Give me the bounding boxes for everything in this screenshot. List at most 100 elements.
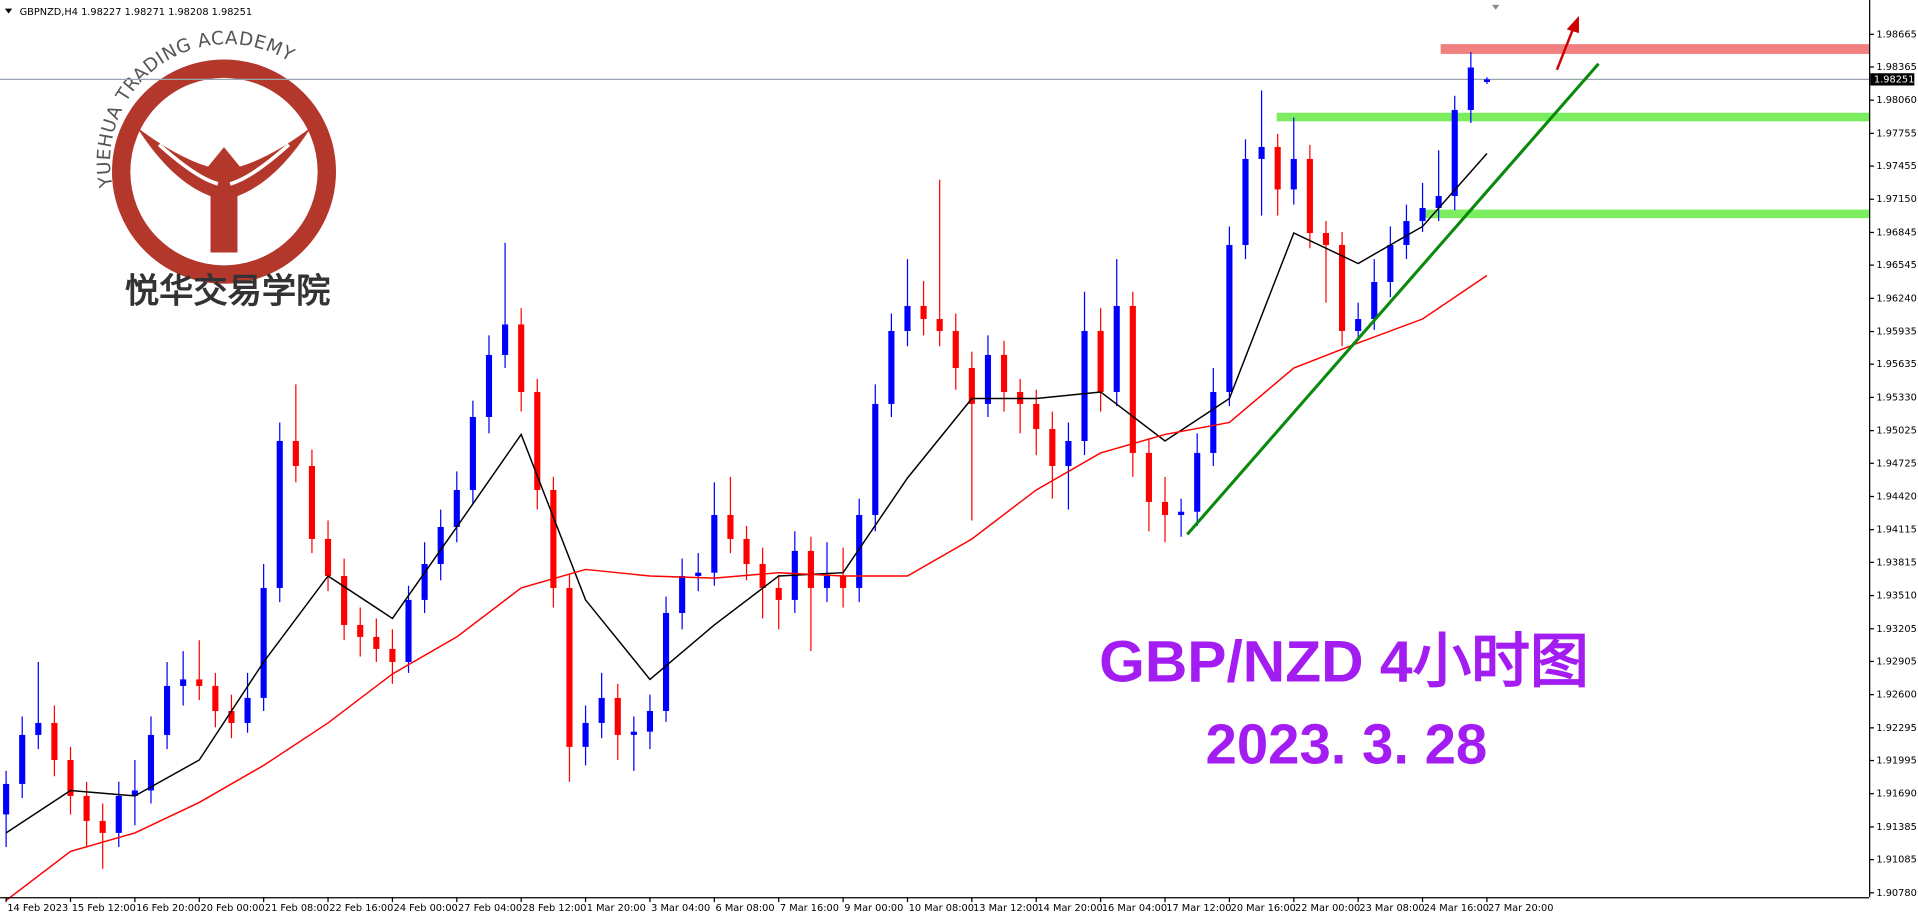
candle-body [1081,330,1088,441]
candle-body [1161,501,1169,515]
y-tick-label: 1.92905 [1876,656,1916,667]
x-tick-label: 7 Mar 16:00 [780,903,839,914]
support-zone [1276,112,1870,122]
candle-body [1387,244,1394,282]
candle-body [904,305,911,331]
y-tick-label: 1.97455 [1876,161,1916,172]
candle-body [19,734,26,784]
candle-body [292,440,299,467]
candle-body [1226,244,1233,392]
candle-body [1194,452,1201,512]
candle-body [598,697,605,723]
candle-body [695,572,702,576]
candle-body [308,466,315,539]
y-tick-label: 1.98060 [1876,95,1916,106]
candle-body [453,489,460,527]
chart-title: GBP/NZD 4小时图 [1099,629,1589,694]
candle-body [1065,440,1072,467]
x-tick-label: 9 Mar 00:00 [844,903,903,914]
candle-body [759,563,766,588]
x-tick-label: 20 Feb 00:00 [200,903,264,914]
candle-body [196,679,203,686]
watermark-name: 悦华交易学院 [125,272,331,312]
candle-body [550,489,557,588]
candle-body [1371,281,1378,320]
x-tick-label: 20 Mar 16:00 [1231,903,1296,914]
logo-detail [157,143,291,186]
candle-body [1033,403,1040,429]
candle-body [1145,452,1152,502]
x-tick-label: 23 Mar 08:00 [1359,903,1424,914]
candle-body [630,731,637,735]
candle-body [1178,511,1185,515]
y-tick-label: 1.98365 [1876,62,1916,73]
candle-body [485,354,493,418]
y-tick-label: 1.93815 [1876,557,1916,568]
plot [0,52,1870,902]
x-tick-label: 21 Feb 08:00 [265,903,329,914]
x-tick-label: 16 Feb 20:00 [136,903,200,914]
candle-body [1339,244,1346,331]
candle-body [1290,158,1297,190]
y-tick-label: 1.96240 [1876,293,1916,304]
candle-body [1451,109,1458,196]
arrow-shaft [1555,28,1574,71]
candle-body [1306,158,1313,234]
candle-body [1000,354,1008,392]
menu-triangle [4,8,13,14]
x-tick-label: 16 Mar 04:00 [1102,903,1167,914]
candle-body [1355,319,1362,331]
up-arrow [1555,15,1579,71]
candle-body [99,820,106,833]
x-tick-label: 17 Mar 12:00 [1166,903,1231,914]
candle-body [469,417,476,490]
candle-body [856,514,863,588]
candle-body [582,722,589,747]
y-tick-label: 1.93205 [1876,624,1916,635]
candle-body [807,550,814,588]
candle-body [711,514,718,573]
y-tick-label: 1.90780 [1876,888,1916,899]
current-price-tag [1870,73,1915,86]
x-tick-label: 10 Mar 08:00 [909,903,974,914]
y-tick-label: 1.91995 [1876,756,1916,767]
candle-body [743,538,750,564]
candle-body [373,636,380,649]
candle-body [662,612,670,711]
shift-marker [1492,4,1500,10]
y-tick-label: 1.94115 [1876,525,1916,536]
y-tick-label: 1.91085 [1876,855,1916,866]
x-tick-label: 27 Mar 20:00 [1488,903,1553,914]
candle-body [679,575,686,613]
candle-body [1403,221,1410,245]
candle-body [51,722,58,760]
candle-body [1274,146,1281,190]
candle-body [341,575,348,625]
chart-subtitle: 2023. 3. 28 [1206,713,1488,776]
candle-body [1242,158,1249,245]
x-tick-label: 14 Mar 20:00 [1037,903,1102,914]
candle-body [823,575,831,588]
y-tick-label: 1.96845 [1876,227,1916,238]
x-tick-label: 27 Feb 04:00 [458,903,522,914]
y-tick-label: 1.93510 [1876,591,1916,602]
y-tick-label: 1.92295 [1876,723,1916,734]
x-tick-label: 14 Feb 2023 [7,903,68,914]
candle-body [147,734,155,791]
candle-body [984,354,992,404]
candle-body [534,391,541,490]
candle-body [131,790,138,796]
candle-body [357,624,364,637]
candle-body [3,783,10,815]
candle-body [614,697,621,735]
x-tick-label: 22 Mar 00:00 [1295,903,1360,914]
logo-ring [111,59,336,284]
x-tick-label: 1 Mar 20:00 [587,903,646,914]
x-tick-label: 13 Mar 12:00 [973,903,1038,914]
candle-body [437,526,444,564]
y-tick-label: 1.94725 [1876,458,1916,469]
candle-body [775,587,782,600]
y-tick-label: 1.97150 [1876,194,1916,205]
logo-mark [137,127,311,253]
y-tick-label: 1.94420 [1876,491,1916,502]
